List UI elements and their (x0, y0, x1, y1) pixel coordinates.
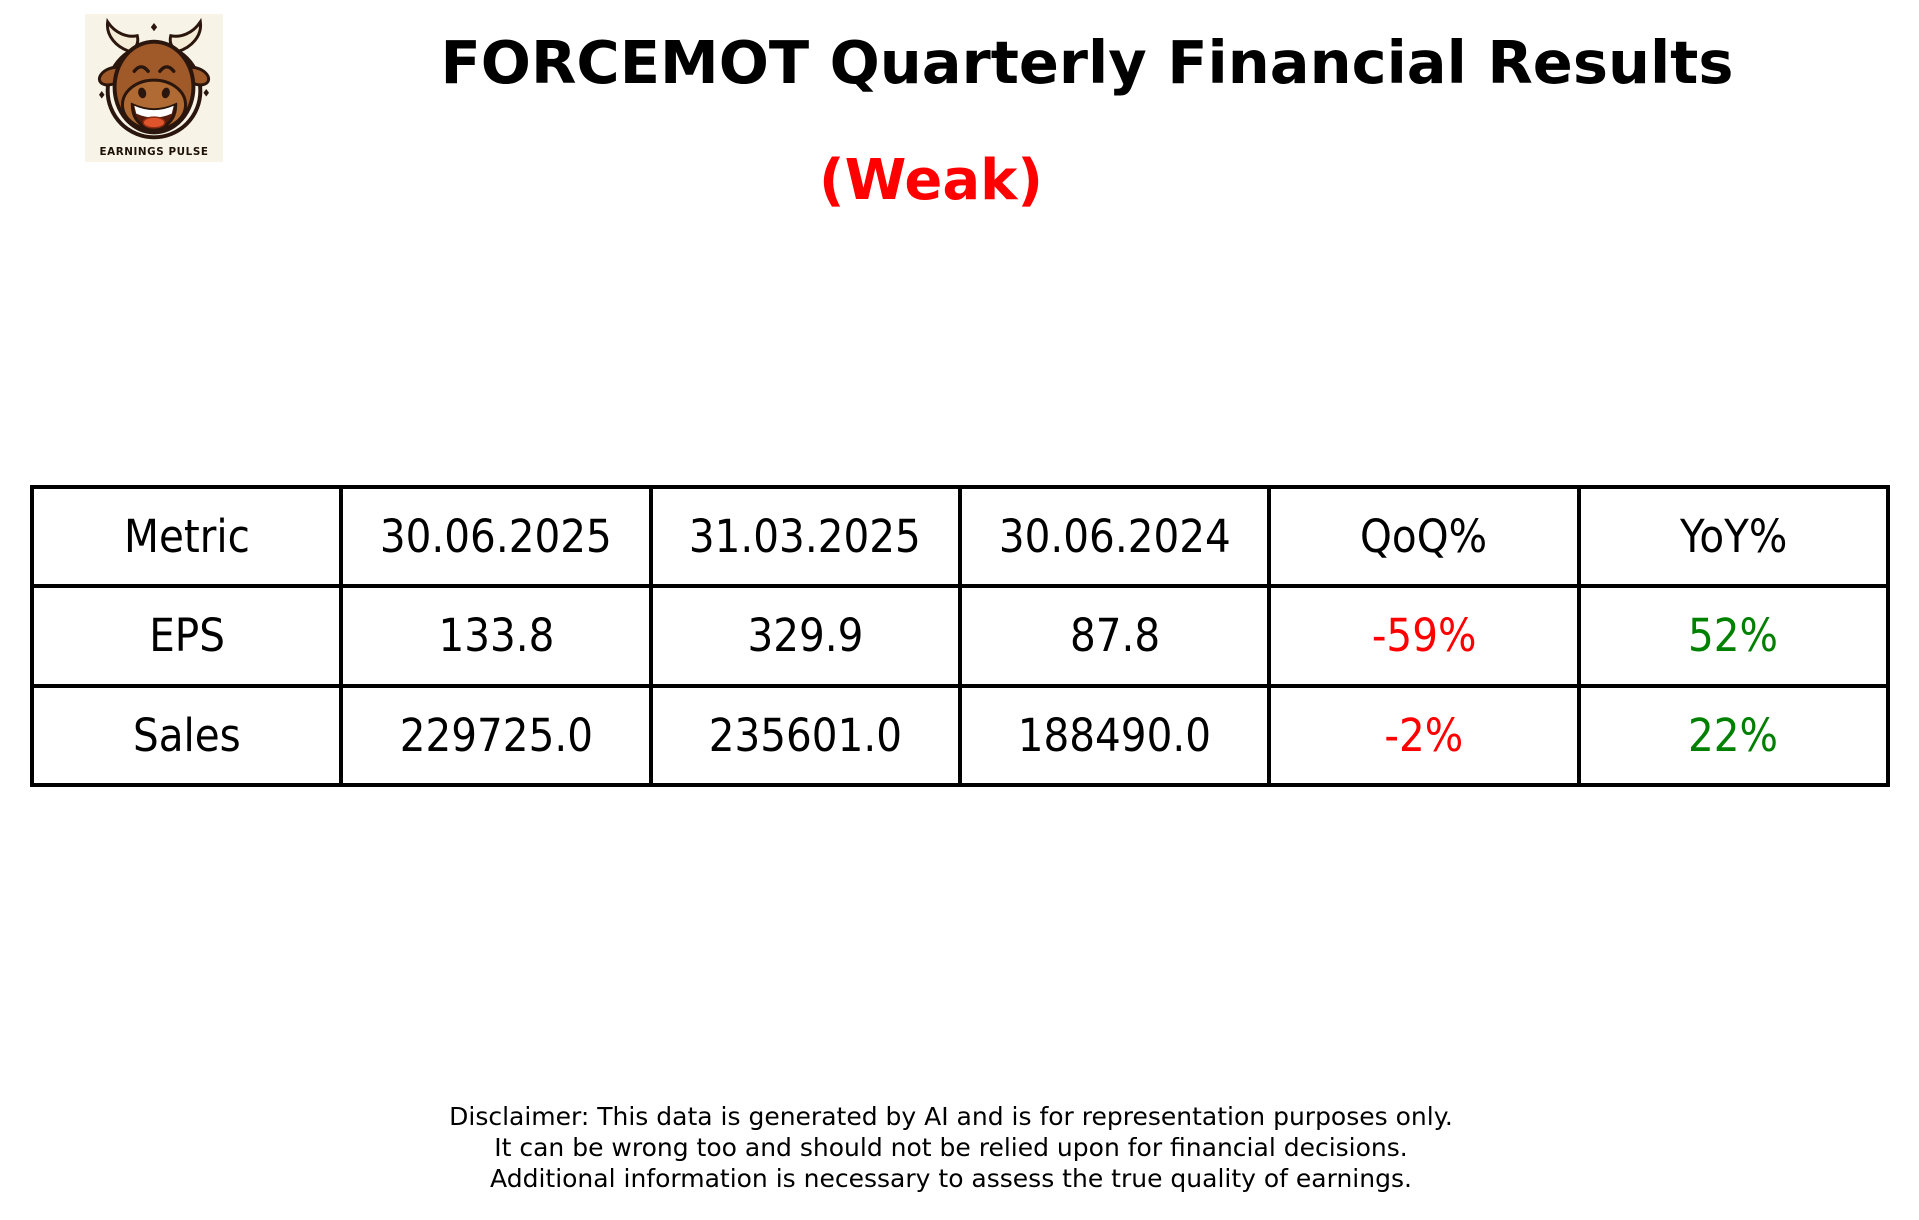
disclaimer-line-2: It can be wrong too and should not be re… (494, 1133, 1408, 1162)
sales-previous-cell: 235601.0 (648, 683, 962, 788)
page-title: FORCEMOT Quarterly Financial Results (440, 28, 1734, 97)
sparkle-icon (98, 90, 105, 99)
table-row-sales: Sales 229725.0 235601.0 188490.0 -2% 22% (29, 683, 1891, 788)
bull-nostril-right (161, 87, 170, 99)
bull-eye-left (132, 65, 150, 73)
logo-caption: EARNINGS PULSE (99, 146, 208, 158)
bull-logo-icon: EARNINGS PULSE (85, 14, 223, 162)
verdict-label: (Weak) (819, 148, 1043, 213)
bull-eye-right (158, 65, 176, 73)
table-row-eps: EPS 133.8 329.9 87.8 -59% 52% (29, 584, 1891, 688)
eps-metric-cell: EPS (29, 584, 344, 688)
table-header-row: Metric 30.06.2025 31.03.2025 30.06.2024 … (29, 484, 1891, 589)
eps-yearago-cell: 87.8 (957, 584, 1272, 688)
col-header-period-previous: 31.03.2025 (648, 484, 962, 589)
col-header-period-current: 30.06.2025 (339, 484, 653, 589)
bull-tongue (142, 116, 166, 129)
sales-yearago-cell: 188490.0 (957, 683, 1272, 788)
sparkle-icon (203, 88, 210, 97)
brand-logo: EARNINGS PULSE (85, 14, 223, 162)
bull-nostril-left (138, 87, 147, 99)
sales-qoq-cell: -2% (1267, 683, 1581, 788)
col-header-qoq: QoQ% (1267, 484, 1581, 589)
disclaimer: Disclaimer: This data is generated by AI… (0, 1101, 1902, 1194)
sales-current-cell: 229725.0 (339, 683, 653, 788)
col-header-period-yearago: 30.06.2024 (957, 484, 1272, 589)
bull-teeth (134, 105, 174, 118)
eps-qoq-cell: -59% (1267, 584, 1581, 688)
disclaimer-line-3: Additional information is necessary to a… (490, 1164, 1412, 1193)
disclaimer-line-1: Disclaimer: This data is generated by AI… (449, 1102, 1453, 1131)
col-header-metric: Metric (29, 484, 344, 589)
col-header-yoy: YoY% (1576, 484, 1891, 589)
eps-yoy-cell: 52% (1576, 584, 1891, 688)
financial-results-table: Metric 30.06.2025 31.03.2025 30.06.2024 … (29, 484, 1891, 788)
sales-yoy-cell: 22% (1576, 683, 1891, 788)
sales-metric-cell: Sales (29, 683, 344, 788)
eps-previous-cell: 329.9 (648, 584, 962, 688)
eps-current-cell: 133.8 (339, 584, 653, 688)
